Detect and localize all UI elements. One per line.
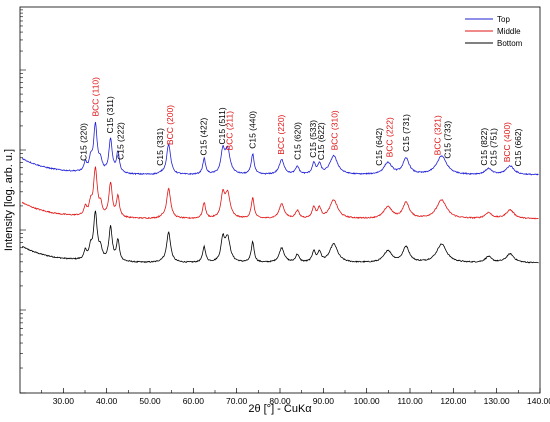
peak-label: C15 (620) xyxy=(292,122,302,160)
x-tick-label: 130.00 xyxy=(484,396,510,406)
plot-area xyxy=(19,6,541,394)
peak-label: C15 (733) xyxy=(442,121,452,159)
x-tick-label: 140.00 xyxy=(527,396,550,406)
peak-annotations: BCC (110)C15 (220) C15 (311)C15 (222) BCC … xyxy=(78,77,523,166)
peak-label: C15 (222) xyxy=(116,122,126,160)
peak-label: C15 (220) xyxy=(78,123,88,161)
y-axis-minor-ticks xyxy=(20,9,26,394)
x-tick-label: 80.00 xyxy=(269,396,291,406)
x-tick-label: 30.00 xyxy=(53,396,75,406)
series-line-middle xyxy=(21,166,539,220)
peak-label: C15 (642) xyxy=(374,128,384,166)
peak-label: BCC (211) xyxy=(225,111,235,151)
peak-label: C15 (622) xyxy=(316,122,326,160)
peak-label: C15 (822) xyxy=(479,128,489,166)
legend-label-middle: Middle xyxy=(497,27,521,36)
peak-label: C15 (662) xyxy=(513,128,523,166)
x-tick-label: 90.00 xyxy=(313,396,335,406)
peak-label: BCC (400) xyxy=(502,122,512,162)
peak-label: BCC (220) xyxy=(276,114,286,154)
peak-label: BCC (110) xyxy=(90,77,100,117)
legend-label-top: Top xyxy=(497,15,510,24)
x-axis-ticks: 30.00 40.00 50.00 60.00 70.00 80.00 90.00 100.0… xyxy=(41,388,550,406)
x-tick-label: 40.00 xyxy=(96,396,118,406)
peak-label: BCC (200) xyxy=(165,105,175,145)
series-layer xyxy=(21,121,539,264)
peak-label: C15 (511) xyxy=(217,107,227,144)
peak-label: C15 (422) xyxy=(198,118,208,156)
peak-label: C15 (331) xyxy=(155,128,165,166)
peak-label: C15 (731) xyxy=(401,114,411,152)
legend-label-bottom: Bottom xyxy=(497,39,523,48)
x-axis-title: 2θ [°] - CuKα xyxy=(248,403,312,415)
peak-label: BCC (310) xyxy=(330,110,340,150)
x-tick-label: 70.00 xyxy=(226,396,248,406)
peak-label: BCC (321) xyxy=(433,115,443,155)
peak-label: C15 (311) xyxy=(105,96,115,133)
series-line-bottom xyxy=(21,210,539,264)
peak-label: BCC (222) xyxy=(385,117,395,157)
x-tick-label: 50.00 xyxy=(139,396,161,406)
x-tick-label: 100.00 xyxy=(354,396,380,406)
x-tick-label: 60.00 xyxy=(183,396,205,406)
x-tick-label: 120.00 xyxy=(440,396,466,406)
peak-label: C15 (440) xyxy=(247,111,257,149)
legend-box xyxy=(455,12,535,58)
y-axis-title: Intensity [log. arb. u.] xyxy=(3,149,15,251)
x-tick-label: 110.00 xyxy=(397,396,423,406)
series-line-top xyxy=(21,121,539,176)
peak-label: C15 (751) xyxy=(489,128,499,166)
legend: Top Middle Bottom xyxy=(455,12,535,58)
peak-label: C15 (533) xyxy=(308,120,318,158)
